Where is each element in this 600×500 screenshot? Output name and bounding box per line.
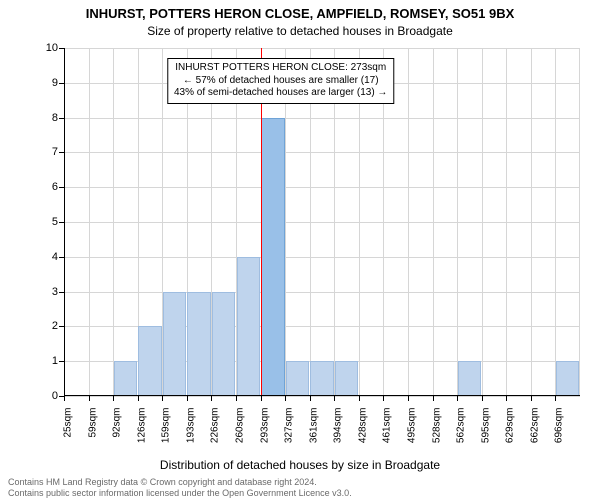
annotation-line-1: INHURST POTTERS HERON CLOSE: 273sqm [174, 62, 387, 75]
x-tick-mark [113, 396, 114, 401]
x-tick-label: 662sqm [529, 408, 540, 444]
histogram-bar [237, 257, 260, 396]
chart-title-sub: Size of property relative to detached ho… [0, 24, 600, 38]
y-tick-mark [59, 187, 64, 188]
y-tick-label: 5 [52, 216, 58, 228]
y-tick-mark [59, 361, 64, 362]
footer-line-1: Contains HM Land Registry data © Crown c… [8, 477, 317, 487]
x-tick-mark [285, 396, 286, 401]
histogram-bar-focus [261, 118, 284, 396]
x-tick-mark [211, 396, 212, 401]
y-tick-label: 7 [52, 146, 58, 158]
x-tick-label: 461sqm [382, 408, 393, 444]
y-tick-label: 1 [52, 355, 58, 367]
x-tick-mark [383, 396, 384, 401]
x-tick-mark [187, 396, 188, 401]
y-tick-label: 8 [52, 112, 58, 124]
x-tick-mark [457, 396, 458, 401]
x-tick-mark [310, 396, 311, 401]
x-tick-label: 394sqm [333, 408, 344, 444]
histogram-bar [458, 361, 481, 396]
y-tick-label: 3 [52, 286, 58, 298]
x-tick-mark [89, 396, 90, 401]
x-tick-label: 260sqm [235, 408, 246, 444]
histogram-bar [556, 361, 579, 396]
x-tick-label: 226sqm [210, 408, 221, 444]
x-tick-label: 159sqm [161, 408, 172, 444]
histogram-bar [138, 326, 161, 396]
x-tick-mark [334, 396, 335, 401]
property-size-histogram: INHURST, POTTERS HERON CLOSE, AMPFIELD, … [0, 0, 600, 500]
x-tick-label: 562sqm [456, 408, 467, 444]
x-tick-label: 193sqm [185, 408, 196, 444]
y-tick-label: 0 [52, 390, 58, 402]
annotation-line-2: ← 57% of detached houses are smaller (17… [174, 75, 387, 88]
y-tick-mark [59, 152, 64, 153]
footer-line-2: Contains public sector information licen… [8, 488, 352, 498]
y-tick-mark [59, 118, 64, 119]
x-tick-mark [138, 396, 139, 401]
histogram-bar [310, 361, 333, 396]
x-tick-label: 595sqm [480, 408, 491, 444]
x-tick-label: 92sqm [112, 408, 123, 438]
histogram-bar [187, 292, 210, 396]
x-tick-label: 629sqm [505, 408, 516, 444]
y-tick-label: 10 [46, 42, 58, 54]
histogram-bar [212, 292, 235, 396]
y-tick-label: 4 [52, 251, 58, 263]
x-tick-label: 361sqm [308, 408, 319, 444]
x-tick-label: 59sqm [87, 408, 98, 438]
x-tick-mark [359, 396, 360, 401]
y-tick-label: 2 [52, 320, 58, 332]
x-axis-label: Distribution of detached houses by size … [0, 458, 600, 472]
histogram-bar [114, 361, 137, 396]
x-tick-mark [236, 396, 237, 401]
x-axis-line [64, 395, 580, 396]
y-axis-line [64, 48, 65, 396]
histogram-bar [335, 361, 358, 396]
x-tick-mark [482, 396, 483, 401]
h-gridline [64, 396, 580, 397]
annotation-box: INHURST POTTERS HERON CLOSE: 273sqm ← 57… [167, 58, 394, 104]
y-tick-mark [59, 292, 64, 293]
x-tick-mark [261, 396, 262, 401]
chart-title-main: INHURST, POTTERS HERON CLOSE, AMPFIELD, … [0, 6, 600, 21]
footer-attribution: Contains HM Land Registry data © Crown c… [8, 477, 592, 498]
histogram-bar [286, 361, 309, 396]
x-tick-mark [531, 396, 532, 401]
x-tick-label: 25sqm [63, 408, 74, 438]
y-tick-mark [59, 326, 64, 327]
x-tick-label: 293sqm [259, 408, 270, 444]
y-tick-mark [59, 257, 64, 258]
x-tick-mark [162, 396, 163, 401]
x-tick-mark [555, 396, 556, 401]
y-tick-label: 9 [52, 77, 58, 89]
x-tick-mark [506, 396, 507, 401]
x-tick-label: 495sqm [407, 408, 418, 444]
y-tick-mark [59, 83, 64, 84]
x-tick-label: 327sqm [284, 408, 295, 444]
x-tick-label: 696sqm [554, 408, 565, 444]
x-tick-mark [408, 396, 409, 401]
histogram-bar [163, 292, 186, 396]
plot-area: INHURST POTTERS HERON CLOSE: 273sqm ← 57… [64, 48, 580, 396]
y-tick-mark [59, 222, 64, 223]
annotation-line-3: 43% of semi-detached houses are larger (… [174, 87, 387, 100]
y-tick-label: 6 [52, 181, 58, 193]
x-tick-mark [433, 396, 434, 401]
x-tick-mark [64, 396, 65, 401]
y-tick-mark [59, 48, 64, 49]
x-tick-label: 126sqm [136, 408, 147, 444]
x-tick-label: 428sqm [357, 408, 368, 444]
x-tick-label: 528sqm [431, 408, 442, 444]
